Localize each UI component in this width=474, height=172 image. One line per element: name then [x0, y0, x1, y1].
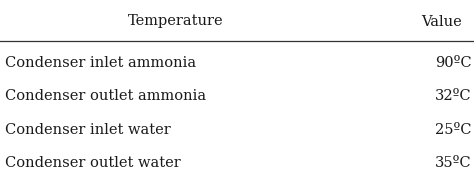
Text: Condenser outlet ammonia: Condenser outlet ammonia: [5, 89, 206, 103]
Text: Value: Value: [421, 14, 462, 29]
Text: Temperature: Temperature: [128, 14, 223, 29]
Text: 25ºC: 25ºC: [435, 123, 472, 137]
Text: 32ºC: 32ºC: [435, 89, 472, 103]
Text: Condenser inlet ammonia: Condenser inlet ammonia: [5, 56, 196, 70]
Text: Condenser outlet water: Condenser outlet water: [5, 156, 181, 170]
Text: 90ºC: 90ºC: [435, 56, 472, 70]
Text: 35ºC: 35ºC: [435, 156, 472, 170]
Text: Condenser inlet water: Condenser inlet water: [5, 123, 171, 137]
